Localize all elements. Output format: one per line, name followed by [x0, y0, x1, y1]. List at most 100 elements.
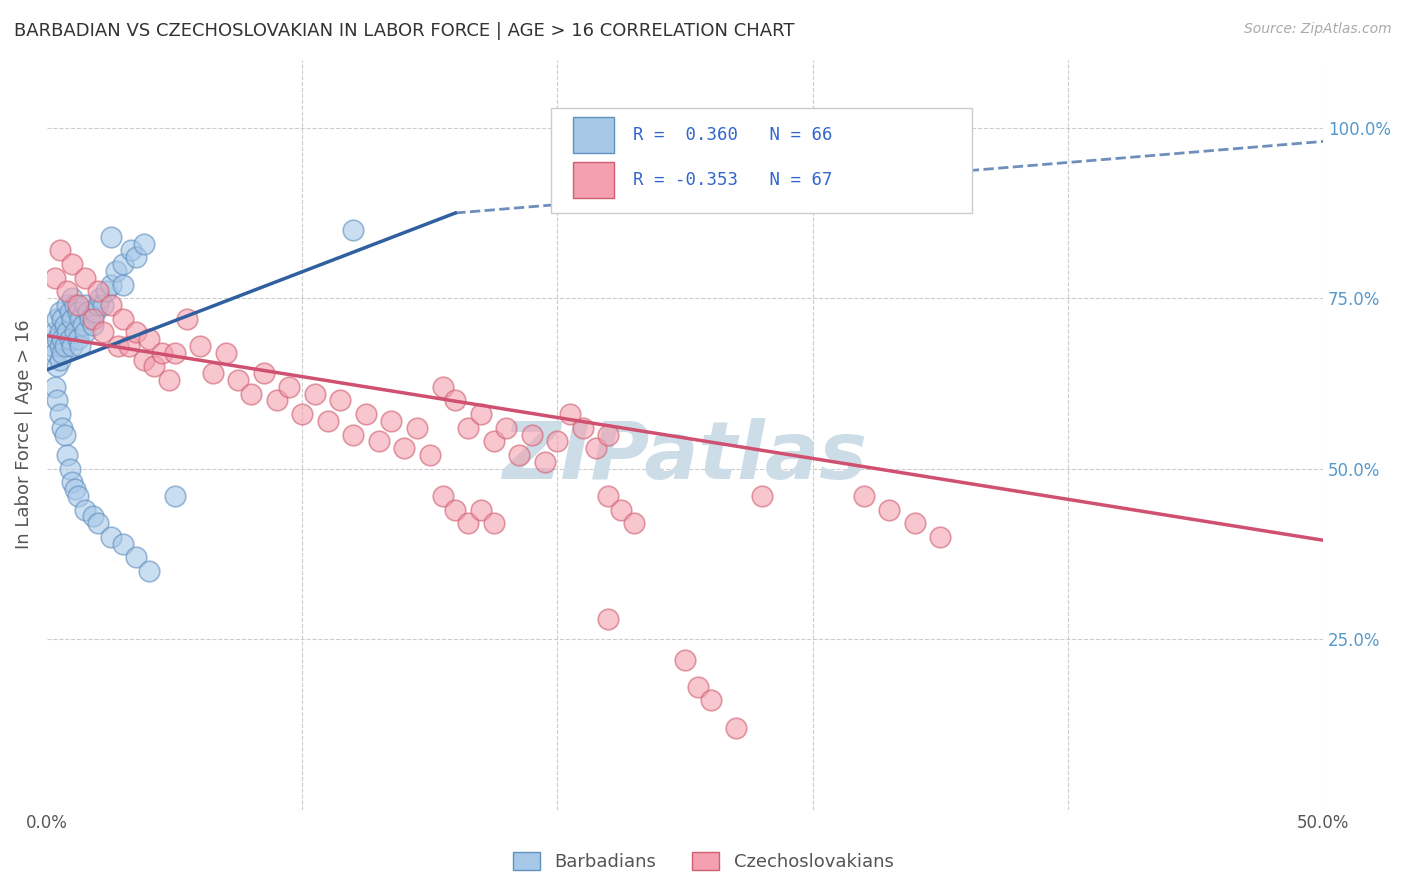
Point [598, 489, 620, 503]
Point [107, 339, 129, 353]
Point [46, 332, 69, 346]
Point [163, 489, 186, 503]
Point [62, 257, 84, 271]
Point [56, 448, 79, 462]
Point [59, 332, 82, 346]
Point [44, 270, 66, 285]
Point [157, 373, 180, 387]
Point [62, 475, 84, 490]
Y-axis label: In Labor Force | Age > 16: In Labor Force | Age > 16 [15, 319, 32, 549]
Point [66, 298, 89, 312]
Point [100, 230, 122, 244]
Point [48, 352, 70, 367]
Point [51, 345, 73, 359]
Point [56, 285, 79, 299]
Point [380, 414, 402, 428]
Point [495, 421, 517, 435]
Point [132, 236, 155, 251]
FancyBboxPatch shape [551, 108, 972, 213]
Point [48, 305, 70, 319]
Point [291, 407, 314, 421]
Point [394, 441, 416, 455]
Point [482, 434, 505, 449]
Point [138, 332, 160, 346]
Point [929, 530, 952, 544]
Point [188, 339, 211, 353]
Point [63, 482, 86, 496]
Point [56, 326, 79, 340]
Point [354, 407, 377, 421]
Bar [572, 162, 613, 198]
Point [87, 298, 110, 312]
Point [444, 393, 467, 408]
Point [112, 277, 135, 292]
Point [41, 339, 63, 353]
Point [44, 380, 66, 394]
Point [75, 298, 97, 312]
Point [112, 257, 135, 271]
Point [76, 305, 98, 319]
Point [419, 448, 441, 462]
Point [214, 345, 236, 359]
Point [62, 311, 84, 326]
Point [62, 291, 84, 305]
Point [470, 407, 492, 421]
Point [87, 516, 110, 531]
Point [89, 291, 111, 305]
Point [572, 421, 595, 435]
Point [44, 326, 66, 340]
Point [546, 434, 568, 449]
Point [673, 652, 696, 666]
Point [125, 250, 148, 264]
Point [316, 414, 339, 428]
Point [125, 550, 148, 565]
Point [877, 502, 900, 516]
Point [91, 298, 114, 312]
Bar [572, 118, 613, 153]
Point [904, 516, 927, 531]
Point [852, 489, 875, 503]
Point [48, 407, 70, 421]
Point [63, 298, 86, 312]
Point [48, 339, 70, 353]
Point [51, 311, 73, 326]
Point [329, 393, 352, 408]
Point [751, 489, 773, 503]
Point [79, 311, 101, 326]
Point [143, 359, 166, 374]
Point [585, 441, 607, 455]
Point [100, 530, 122, 544]
Point [560, 407, 582, 421]
Point [304, 386, 326, 401]
Point [725, 721, 748, 735]
Point [432, 489, 454, 503]
Point [104, 264, 127, 278]
Point [457, 421, 479, 435]
Point [508, 448, 530, 462]
Point [82, 318, 104, 333]
Point [150, 345, 173, 359]
Point [610, 502, 633, 516]
Point [100, 298, 122, 312]
Point [75, 270, 97, 285]
Point [228, 373, 250, 387]
Point [53, 427, 76, 442]
Point [66, 305, 89, 319]
Point [253, 366, 276, 380]
Point [46, 311, 69, 326]
Point [82, 509, 104, 524]
Point [48, 326, 70, 340]
Text: ZIPatlas: ZIPatlas [502, 418, 868, 496]
Point [59, 305, 82, 319]
Point [46, 359, 69, 374]
Point [51, 421, 73, 435]
Point [482, 516, 505, 531]
Point [53, 318, 76, 333]
Text: Source: ZipAtlas.com: Source: ZipAtlas.com [1244, 22, 1392, 37]
Point [598, 427, 620, 442]
Text: BARBADIAN VS CZECHOSLOVAKIAN IN LABOR FORCE | AGE > 16 CORRELATION CHART: BARBADIAN VS CZECHOSLOVAKIAN IN LABOR FO… [14, 22, 794, 40]
Point [598, 612, 620, 626]
Point [100, 277, 122, 292]
Point [470, 502, 492, 516]
Point [72, 318, 94, 333]
